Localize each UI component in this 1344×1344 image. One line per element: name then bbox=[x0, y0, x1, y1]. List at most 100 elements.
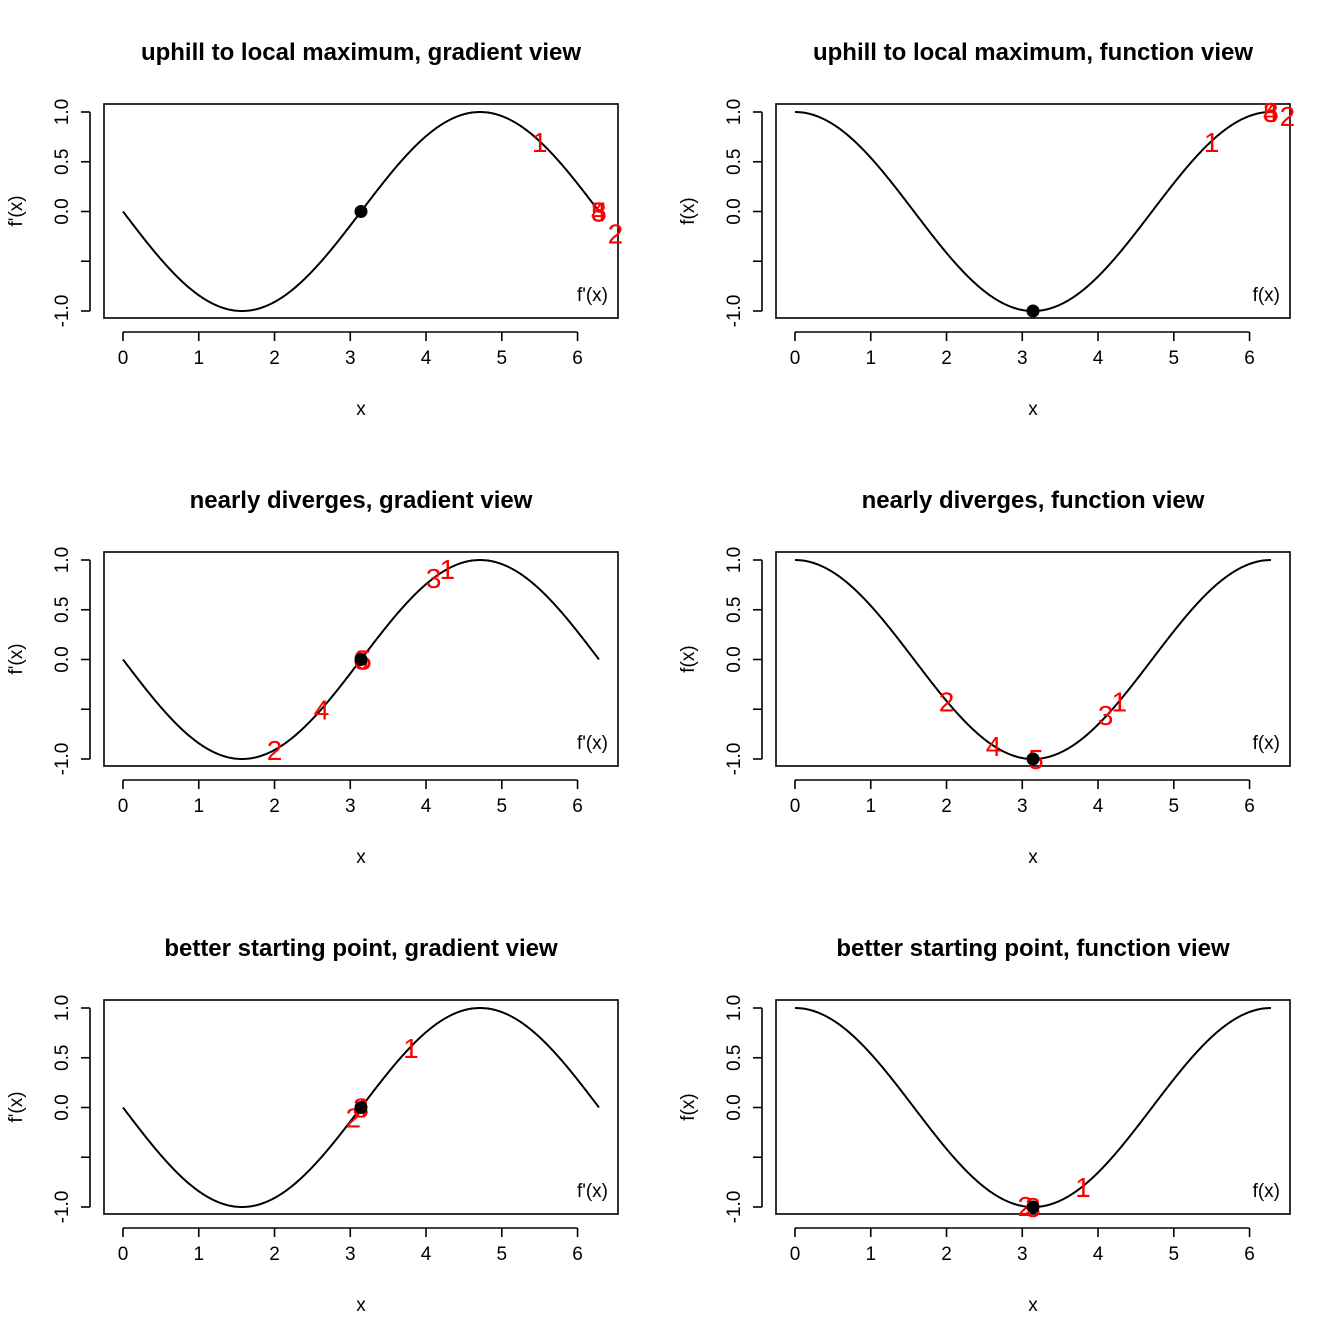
panel-middle-left: nearly diverges, gradient view 0 1 2 3 4 5 6 x -1… bbox=[6, 487, 619, 868]
legend-text: f(x) bbox=[1253, 733, 1280, 754]
iteration-label: 3 bbox=[591, 197, 607, 228]
target-point bbox=[1026, 1200, 1040, 1214]
x-axis-label: x bbox=[1028, 847, 1038, 868]
legend-text: f(x) bbox=[1253, 285, 1280, 306]
y-axis-label: f(x) bbox=[678, 1093, 699, 1120]
chart-title: nearly diverges, gradient view bbox=[190, 487, 533, 514]
x-tick-label: 5 bbox=[1168, 796, 1179, 817]
y-axis: -1.0 0.0 0.5 1.0 bbox=[724, 99, 763, 328]
x-tick-label: 2 bbox=[941, 1244, 952, 1265]
iteration-label: 1 bbox=[532, 127, 548, 158]
y-tick-label: 1.0 bbox=[724, 99, 745, 125]
y-tick-label: 1.0 bbox=[724, 995, 745, 1021]
iteration-label: 5 bbox=[591, 197, 607, 228]
x-tick-label: 0 bbox=[790, 348, 801, 369]
x-tick-label: 0 bbox=[790, 796, 801, 817]
legend-text: f'(x) bbox=[577, 733, 608, 754]
x-tick-label: 2 bbox=[269, 1244, 280, 1265]
x-tick-label: 4 bbox=[421, 1244, 432, 1265]
iteration-label: 2 bbox=[608, 218, 624, 249]
target-point bbox=[354, 1101, 368, 1114]
x-tick-label: 2 bbox=[269, 348, 280, 369]
y-tick-label: 0.5 bbox=[52, 1045, 73, 1071]
panel-bottom-right: better starting point, function view 0 1 2 3… bbox=[678, 935, 1291, 1316]
chart-title: better starting point, function view bbox=[836, 935, 1230, 962]
y-tick-label: -1.0 bbox=[52, 295, 73, 328]
plot-frame bbox=[103, 551, 619, 767]
x-tick-label: 6 bbox=[572, 348, 583, 369]
iteration-label: 1 bbox=[439, 554, 455, 585]
x-tick-label: 3 bbox=[1017, 796, 1028, 817]
x-axis: 0 1 2 3 4 5 6 bbox=[118, 1227, 583, 1265]
y-axis: -1.0 0.0 0.5 1.0 bbox=[52, 99, 91, 328]
x-tick-label: 1 bbox=[193, 796, 204, 817]
y-tick-label: 0.0 bbox=[52, 1094, 73, 1120]
panel-middle-right: nearly diverges, function view 0 1 2 3 4 5 6 x -1… bbox=[678, 487, 1291, 868]
x-axis-label: x bbox=[1028, 1295, 1038, 1316]
target-point bbox=[1026, 304, 1040, 318]
iteration-label: 2 bbox=[267, 735, 283, 766]
y-axis-label: f(x) bbox=[678, 645, 699, 672]
x-axis: 0 1 2 3 4 5 6 bbox=[790, 331, 1255, 369]
y-tick-label: -1.0 bbox=[52, 743, 73, 776]
x-axis: 0 1 2 3 4 5 6 bbox=[790, 1227, 1255, 1265]
x-axis-label: x bbox=[356, 1295, 366, 1316]
y-tick-label: 1.0 bbox=[724, 547, 745, 573]
iteration-label: 1 bbox=[1075, 1172, 1091, 1203]
y-tick-label: -1.0 bbox=[724, 743, 745, 776]
x-tick-label: 6 bbox=[572, 1244, 583, 1265]
y-tick-label: 1.0 bbox=[52, 547, 73, 573]
y-tick-label: -1.0 bbox=[724, 295, 745, 328]
x-tick-label: 6 bbox=[1244, 1244, 1255, 1265]
y-tick-label: 1.0 bbox=[52, 995, 73, 1021]
x-tick-label: 1 bbox=[193, 1244, 204, 1265]
plot-frame bbox=[775, 103, 1291, 319]
y-axis: -1.0 0.0 0.5 1.0 bbox=[52, 995, 91, 1224]
y-axis-label: f'(x) bbox=[6, 195, 27, 226]
y-tick-label: 1.0 bbox=[52, 99, 73, 125]
y-tick-label: 0.5 bbox=[52, 597, 73, 623]
function-curve bbox=[794, 111, 1272, 313]
iteration-label: 3 bbox=[426, 563, 442, 594]
iteration-label: 3 bbox=[1098, 700, 1114, 731]
x-tick-label: 3 bbox=[345, 1244, 356, 1265]
x-tick-label: 1 bbox=[193, 348, 204, 369]
panel-bottom-left: better starting point, gradient view 0 1 2 3… bbox=[6, 935, 619, 1316]
x-tick-label: 4 bbox=[1093, 1244, 1104, 1265]
iteration-label: 2 bbox=[1018, 1191, 1034, 1222]
y-axis: -1.0 0.0 0.5 1.0 bbox=[52, 547, 91, 776]
target-point bbox=[354, 653, 368, 666]
chart-title: better starting point, gradient view bbox=[164, 935, 558, 962]
iteration-label: 1 bbox=[1111, 686, 1127, 717]
x-tick-label: 6 bbox=[1244, 796, 1255, 817]
y-tick-label: 0.5 bbox=[724, 149, 745, 175]
x-tick-label: 4 bbox=[1093, 348, 1104, 369]
x-tick-label: 2 bbox=[941, 796, 952, 817]
y-tick-label: 0.0 bbox=[724, 198, 745, 224]
y-tick-label: -1.0 bbox=[52, 1191, 73, 1224]
y-axis: -1.0 0.0 0.5 1.0 bbox=[724, 995, 763, 1224]
y-tick-label: -1.0 bbox=[724, 1191, 745, 1224]
x-axis: 0 1 2 3 4 5 6 bbox=[118, 779, 583, 817]
y-axis: -1.0 0.0 0.5 1.0 bbox=[724, 547, 763, 776]
plot-frame bbox=[775, 999, 1291, 1215]
x-tick-label: 1 bbox=[865, 348, 876, 369]
legend-text: f'(x) bbox=[577, 285, 608, 306]
function-curve bbox=[794, 1007, 1272, 1209]
chart-title: uphill to local maximum, function view bbox=[813, 39, 1253, 66]
x-tick-label: 2 bbox=[269, 796, 280, 817]
iteration-label: 1 bbox=[1204, 127, 1220, 158]
plot-frame bbox=[103, 103, 619, 319]
iteration-label: 4 bbox=[314, 694, 330, 725]
y-tick-label: 0.0 bbox=[724, 1094, 745, 1120]
y-tick-label: 0.0 bbox=[52, 646, 73, 672]
x-tick-label: 0 bbox=[118, 1244, 129, 1265]
iteration-label: 2 bbox=[939, 686, 955, 717]
y-tick-label: 0.5 bbox=[724, 597, 745, 623]
x-tick-label: 1 bbox=[865, 796, 876, 817]
x-axis-label: x bbox=[1028, 399, 1038, 420]
iteration-labels: 123 bbox=[1018, 1172, 1091, 1223]
